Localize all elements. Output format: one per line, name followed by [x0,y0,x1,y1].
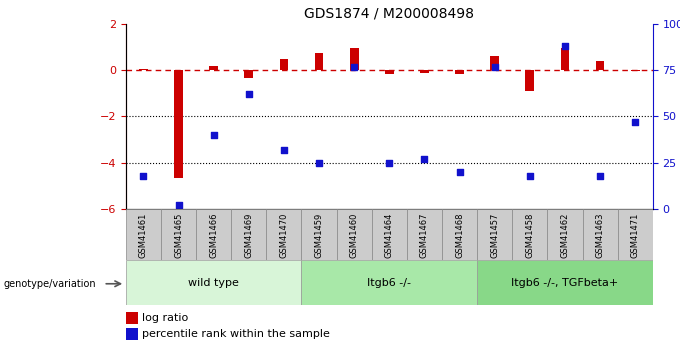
Point [489,64,500,69]
Bar [161,209,196,260]
Text: wild type: wild type [188,278,239,288]
Bar [126,328,138,340]
Text: GSM41460: GSM41460 [350,213,358,258]
Bar [442,209,477,260]
Text: GSM41458: GSM41458 [526,213,534,258]
Point [630,119,641,125]
Bar [617,209,653,260]
Bar [560,48,569,70]
Text: percentile rank within the sample: percentile rank within the sample [142,329,330,339]
Text: genotype/variation: genotype/variation [3,279,96,288]
Point [173,202,184,208]
Text: GSM41467: GSM41467 [420,213,429,258]
Bar [526,70,534,91]
Bar [174,70,183,178]
Text: GSM41457: GSM41457 [490,213,499,258]
Text: GSM41463: GSM41463 [596,213,605,258]
Text: GSM41470: GSM41470 [279,213,288,258]
Bar [350,48,358,70]
Point [349,64,360,69]
Bar [315,53,324,70]
Bar [490,57,499,70]
Point [419,156,430,162]
Text: GSM41465: GSM41465 [174,213,183,258]
Text: GSM41462: GSM41462 [560,213,569,258]
Title: GDS1874 / M200008498: GDS1874 / M200008498 [305,6,475,20]
Bar [231,209,267,260]
Bar [126,209,161,260]
Text: GSM41469: GSM41469 [244,213,253,258]
Point [594,173,606,178]
Bar [139,69,148,70]
Point [279,147,290,152]
Bar [372,209,407,260]
Text: GSM41466: GSM41466 [209,213,218,258]
Bar [337,209,372,260]
Text: GSM41468: GSM41468 [455,213,464,258]
Point [384,160,394,165]
Bar [301,209,337,260]
Bar [455,70,464,74]
Bar [126,312,138,324]
Text: GSM41459: GSM41459 [315,213,324,258]
Bar [196,209,231,260]
Bar [209,66,218,70]
Point [454,169,465,175]
Bar [301,260,477,305]
Point [208,132,219,138]
Bar [126,260,301,305]
Text: GSM41471: GSM41471 [631,213,640,258]
Text: GSM41461: GSM41461 [139,213,148,258]
Bar [279,59,288,70]
Point [313,160,324,165]
Bar [512,209,547,260]
Bar [407,209,442,260]
Bar [267,209,301,260]
Bar [596,61,605,70]
Text: Itgb6 -/-, TGFbeta+: Itgb6 -/-, TGFbeta+ [511,278,619,288]
Text: Itgb6 -/-: Itgb6 -/- [367,278,411,288]
Point [524,173,535,178]
Bar [420,70,429,72]
Point [560,43,571,49]
Bar [477,209,512,260]
Bar [547,209,583,260]
Point [243,91,254,97]
Bar [583,209,617,260]
Text: GSM41464: GSM41464 [385,213,394,258]
Bar [477,260,653,305]
Text: log ratio: log ratio [142,313,188,323]
Bar [631,70,640,71]
Bar [385,70,394,74]
Point [138,173,149,178]
Bar [244,70,253,78]
